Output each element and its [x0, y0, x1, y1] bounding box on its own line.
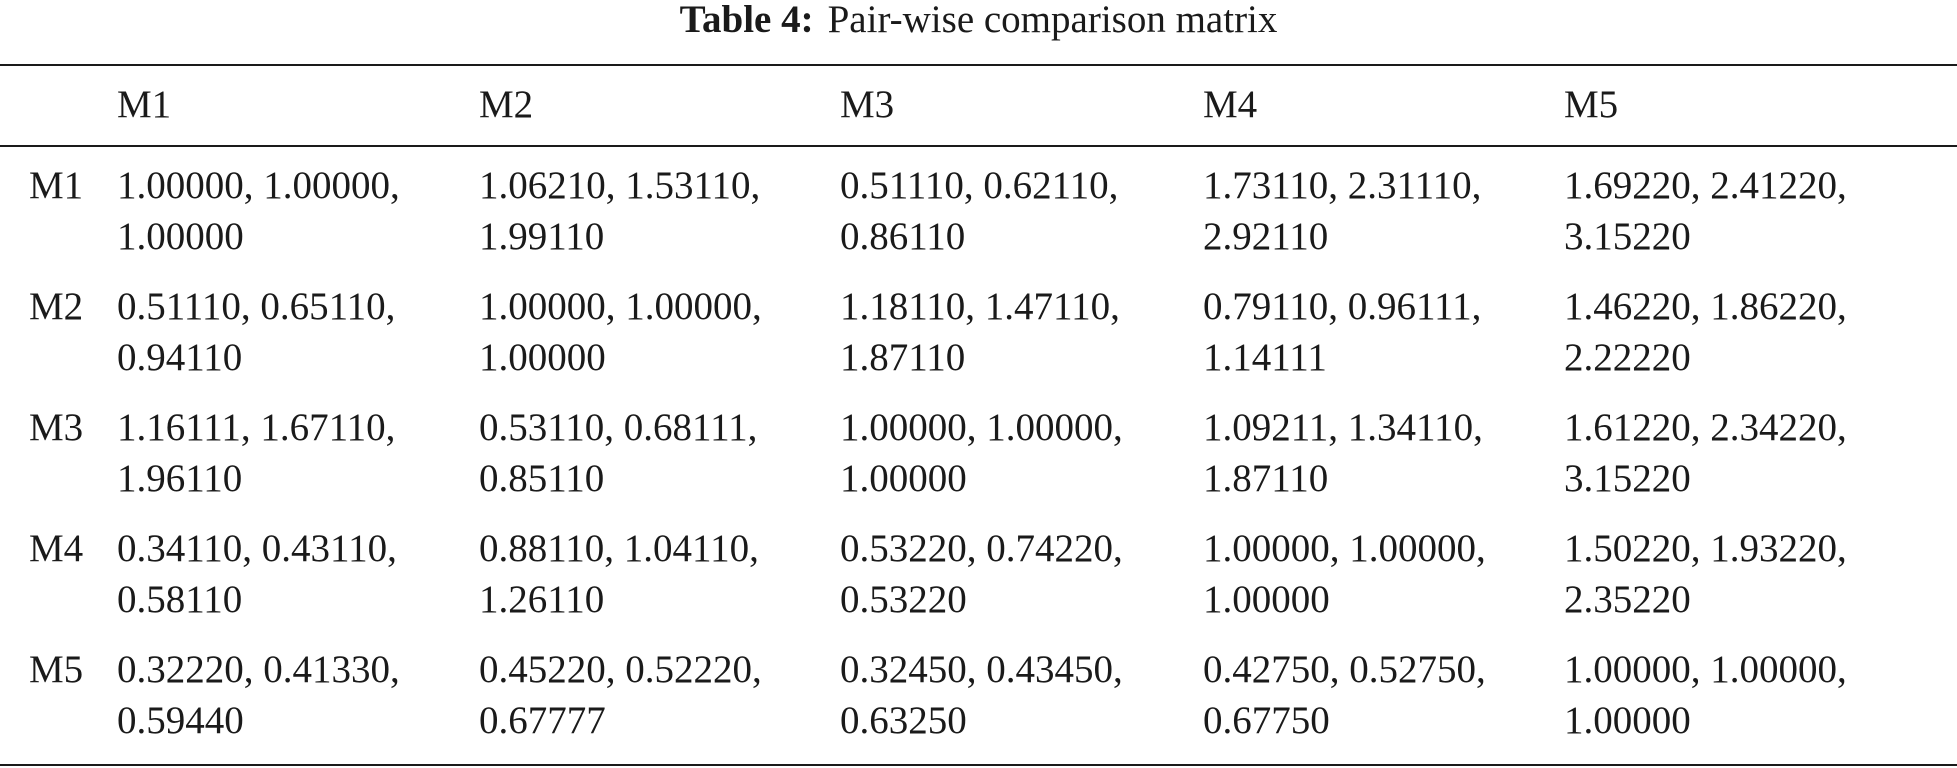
- column-header-m1: M1: [117, 83, 172, 126]
- cell-line: 1.16111, 1.67110,: [117, 406, 396, 449]
- cell-line: 0.86110: [840, 215, 966, 258]
- cell-line: 1.00000: [117, 215, 244, 258]
- cell-line: 1.99110: [479, 215, 605, 258]
- table-cell: 1.09211, 1.34110, 1.87110: [1203, 402, 1483, 504]
- table-cell: 0.42750, 0.52750, 0.67750: [1203, 644, 1486, 746]
- table-row-m4: M4 0.34110, 0.43110, 0.58110 0.88110, 1.0…: [0, 523, 1957, 633]
- table-cell: 1.16111, 1.67110, 1.96110: [117, 402, 395, 504]
- cell-line: 1.46220, 1.86220,: [1564, 285, 1847, 328]
- table-cell: 0.32450, 0.43450, 0.63250: [840, 644, 1123, 746]
- cell-line: 0.67777: [479, 699, 606, 742]
- cell-line: 0.53220, 0.74220,: [840, 527, 1123, 570]
- table-cell: 1.73110, 2.31110, 2.92110: [1203, 160, 1481, 262]
- cell-line: 0.51110, 0.65110,: [117, 285, 396, 328]
- cell-line: 1.00000, 1.00000,: [1564, 648, 1847, 691]
- cell-line: 1.87110: [1203, 457, 1329, 500]
- table-cell: 0.45220, 0.52220, 0.67777: [479, 644, 762, 746]
- cell-line: 2.22220: [1564, 336, 1691, 379]
- table-caption-label: Table 4:: [679, 0, 814, 41]
- cell-line: 1.96110: [117, 457, 243, 500]
- row-label: M4: [29, 527, 84, 570]
- cell-line: 1.50220, 1.93220,: [1564, 527, 1847, 570]
- cell-line: 0.85110: [479, 457, 605, 500]
- cell-line: 0.32450, 0.43450,: [840, 648, 1123, 691]
- table-cell: 1.50220, 1.93220, 2.35220: [1564, 523, 1847, 625]
- table-row-m1: M1 1.00000, 1.00000, 1.00000 1.06210, 1.5…: [0, 160, 1957, 270]
- cell-line: 1.61220, 2.34220,: [1564, 406, 1847, 449]
- table-bottom-rule: [0, 764, 1957, 766]
- cell-line: 1.73110, 2.31110,: [1203, 164, 1482, 207]
- cell-line: 1.14111: [1203, 336, 1327, 379]
- table-cell: 1.69220, 2.41220, 3.15220: [1564, 160, 1847, 262]
- cell-line: 1.00000: [840, 457, 967, 500]
- row-label: M5: [29, 648, 84, 691]
- cell-line: 1.26110: [479, 578, 605, 621]
- cell-line: 1.09211, 1.34110,: [1203, 406, 1483, 449]
- table-row-m5: M5 0.32220, 0.41330, 0.59440 0.45220, 0.5…: [0, 644, 1957, 754]
- cell-line: 1.00000, 1.00000,: [479, 285, 762, 328]
- row-label: M3: [29, 406, 84, 449]
- cell-line: 0.88110, 1.04110,: [479, 527, 759, 570]
- table-cell: 0.53220, 0.74220, 0.53220: [840, 523, 1123, 625]
- column-header-m5: M5: [1564, 83, 1619, 126]
- cell-line: 1.00000, 1.00000,: [840, 406, 1123, 449]
- table-row-m2: M2 0.51110, 0.65110, 0.94110 1.00000, 1.0…: [0, 281, 1957, 391]
- cell-line: 1.00000: [479, 336, 606, 379]
- cell-line: 0.42750, 0.52750,: [1203, 648, 1486, 691]
- cell-line: 1.00000, 1.00000,: [117, 164, 400, 207]
- cell-line: 1.87110: [840, 336, 966, 379]
- table-cell: 0.51110, 0.65110, 0.94110: [117, 281, 395, 383]
- cell-line: 3.15220: [1564, 215, 1691, 258]
- cell-line: 1.18110, 1.47110,: [840, 285, 1120, 328]
- table-cell: 1.00000, 1.00000, 1.00000: [1203, 523, 1486, 625]
- table-cell: 0.34110, 0.43110, 0.58110: [117, 523, 397, 625]
- table-cell: 1.00000, 1.00000, 1.00000: [1564, 644, 1847, 746]
- table-top-rule: [0, 64, 1957, 66]
- table-cell: 1.06210, 1.53110, 1.99110: [479, 160, 760, 262]
- table-cell: 0.51110, 0.62110, 0.86110: [840, 160, 1118, 262]
- cell-line: 1.00000, 1.00000,: [1203, 527, 1486, 570]
- cell-line: 0.63250: [840, 699, 967, 742]
- cell-line: 2.92110: [1203, 215, 1329, 258]
- cell-line: 0.53220: [840, 578, 967, 621]
- cell-line: 1.06210, 1.53110,: [479, 164, 761, 207]
- column-header-m2: M2: [479, 83, 534, 126]
- cell-line: 2.35220: [1564, 578, 1691, 621]
- column-header-m3: M3: [840, 83, 895, 126]
- table-cell: 1.00000, 1.00000, 1.00000: [479, 281, 762, 383]
- cell-line: 0.67750: [1203, 699, 1330, 742]
- table-cell: 1.61220, 2.34220, 3.15220: [1564, 402, 1847, 504]
- cell-line: 1.00000: [1564, 699, 1691, 742]
- table-row-m3: M3 1.16111, 1.67110, 1.96110 0.53110, 0.6…: [0, 402, 1957, 512]
- cell-line: 0.94110: [117, 336, 243, 379]
- table-cell: 0.79110, 0.96111, 1.14111: [1203, 281, 1481, 383]
- cell-line: 0.32220, 0.41330,: [117, 648, 400, 691]
- table-header-rule: [0, 145, 1957, 147]
- table-cell: 1.18110, 1.47110, 1.87110: [840, 281, 1120, 383]
- table-cell: 1.00000, 1.00000, 1.00000: [117, 160, 400, 262]
- cell-line: 0.59440: [117, 699, 244, 742]
- table-caption-title: Pair-wise comparison matrix: [827, 0, 1278, 41]
- table-header-row: M1 M2 M3 M4 M5: [0, 80, 1957, 130]
- cell-line: 0.34110, 0.43110,: [117, 527, 397, 570]
- cell-line: 0.53110, 0.68111,: [479, 406, 758, 449]
- cell-line: 0.58110: [117, 578, 243, 621]
- table-cell: 0.88110, 1.04110, 1.26110: [479, 523, 759, 625]
- cell-line: 3.15220: [1564, 457, 1691, 500]
- table-cell: 1.46220, 1.86220, 2.22220: [1564, 281, 1847, 383]
- row-label: M2: [29, 285, 84, 328]
- row-label: M1: [29, 164, 84, 207]
- cell-line: 0.45220, 0.52220,: [479, 648, 762, 691]
- cell-line: 1.00000: [1203, 578, 1330, 621]
- cell-line: 1.69220, 2.41220,: [1564, 164, 1847, 207]
- cell-line: 0.51110, 0.62110,: [840, 164, 1119, 207]
- cell-line: 0.79110, 0.96111,: [1203, 285, 1482, 328]
- table-caption: Table 4: Pair-wise comparison matrix: [0, 0, 1957, 40]
- table-cell: 0.53110, 0.68111, 0.85110: [479, 402, 757, 504]
- table-cell: 1.00000, 1.00000, 1.00000: [840, 402, 1123, 504]
- table-cell: 0.32220, 0.41330, 0.59440: [117, 644, 400, 746]
- column-header-m4: M4: [1203, 83, 1258, 126]
